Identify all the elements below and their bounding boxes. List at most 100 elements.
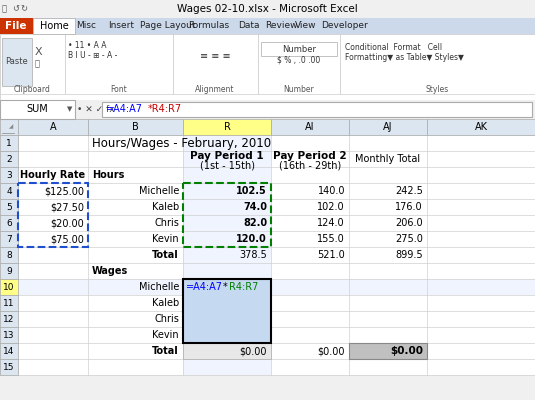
Bar <box>65 34 173 94</box>
Bar <box>0 34 535 100</box>
Bar <box>102 102 532 117</box>
Bar <box>0 167 18 183</box>
Text: R: R <box>224 122 231 132</box>
Text: Insert: Insert <box>108 22 134 30</box>
Text: AI: AI <box>305 122 315 132</box>
Bar <box>183 135 271 375</box>
Bar <box>0 183 18 199</box>
Text: 102.5: 102.5 <box>236 186 267 196</box>
Text: $0.00: $0.00 <box>390 346 423 356</box>
Text: Styles: Styles <box>425 86 449 94</box>
Bar <box>0 279 18 295</box>
Text: Home: Home <box>40 21 68 31</box>
Text: Kevin: Kevin <box>152 330 179 340</box>
Bar <box>258 34 340 94</box>
Text: Hours/Wages - February, 2010: Hours/Wages - February, 2010 <box>92 136 271 150</box>
Bar <box>18 183 88 247</box>
Text: 120.0: 120.0 <box>236 234 267 244</box>
Text: 15: 15 <box>3 362 15 372</box>
Text: (16th - 29th): (16th - 29th) <box>279 160 341 170</box>
Text: R4:R7: R4:R7 <box>229 282 258 292</box>
Bar <box>18 135 535 375</box>
Bar <box>0 100 75 119</box>
Bar <box>173 34 258 94</box>
Text: B: B <box>132 122 139 132</box>
Text: Kevin: Kevin <box>152 234 179 244</box>
Text: Chris: Chris <box>154 218 179 228</box>
Text: 12: 12 <box>3 314 14 324</box>
Text: Total: Total <box>152 346 179 356</box>
Bar <box>0 327 18 343</box>
Bar <box>0 151 18 167</box>
Text: 🖫: 🖫 <box>2 4 7 14</box>
Text: 206.0: 206.0 <box>395 218 423 228</box>
Bar <box>0 247 18 263</box>
Text: 176.0: 176.0 <box>395 202 423 212</box>
Bar <box>0 263 18 279</box>
Bar <box>261 42 337 56</box>
Text: Number: Number <box>284 86 315 94</box>
Text: $75.00: $75.00 <box>50 234 84 244</box>
Text: Hourly Rate: Hourly Rate <box>20 170 86 180</box>
Bar <box>0 135 18 151</box>
Text: 124.0: 124.0 <box>317 218 345 228</box>
Bar <box>0 199 18 215</box>
Bar <box>0 34 65 94</box>
Text: View: View <box>295 22 317 30</box>
Text: $0.00: $0.00 <box>317 346 345 356</box>
Bar <box>0 295 18 311</box>
Text: Michelle: Michelle <box>139 282 179 292</box>
Text: ↺: ↺ <box>12 4 19 14</box>
Text: AJ: AJ <box>383 122 393 132</box>
Text: 82.0: 82.0 <box>243 218 267 228</box>
Text: Conditional  Format   Cell: Conditional Format Cell <box>345 44 442 52</box>
Text: $125.00: $125.00 <box>44 186 84 196</box>
Text: X: X <box>35 47 43 57</box>
Bar <box>0 100 535 119</box>
Text: File: File <box>5 21 27 31</box>
Text: 140.0: 140.0 <box>317 186 345 196</box>
Text: 242.5: 242.5 <box>395 186 423 196</box>
Text: Misc: Misc <box>76 22 96 30</box>
Text: Michelle: Michelle <box>139 186 179 196</box>
Bar <box>183 119 271 135</box>
Text: $ % , .0 .00: $ % , .0 .00 <box>277 56 320 64</box>
Text: (1st - 15th): (1st - 15th) <box>200 160 255 170</box>
Text: 14: 14 <box>3 346 14 356</box>
Text: 521.0: 521.0 <box>317 250 345 260</box>
Text: Data: Data <box>238 22 259 30</box>
Bar <box>0 343 18 359</box>
Text: 378.5: 378.5 <box>239 250 267 260</box>
Text: ↻: ↻ <box>20 4 27 14</box>
Text: ▼: ▼ <box>67 106 72 112</box>
Text: 74.0: 74.0 <box>243 202 267 212</box>
Bar <box>427 119 535 135</box>
Text: Pay Period 2: Pay Period 2 <box>273 151 347 161</box>
Text: 📋: 📋 <box>35 60 40 68</box>
Bar <box>349 119 427 135</box>
Bar <box>0 231 18 247</box>
Text: SUM: SUM <box>26 104 48 114</box>
Text: 10: 10 <box>3 282 15 292</box>
Text: 11: 11 <box>3 298 15 308</box>
Bar <box>2 38 32 86</box>
Text: 9: 9 <box>6 266 12 276</box>
Text: Pay Period 1: Pay Period 1 <box>190 151 264 161</box>
Text: 8: 8 <box>6 250 12 260</box>
Text: 5: 5 <box>6 202 12 212</box>
Text: 4: 4 <box>6 186 12 196</box>
Text: Paste: Paste <box>6 58 28 66</box>
Text: 7: 7 <box>6 234 12 244</box>
Text: $20.00: $20.00 <box>50 218 84 228</box>
Text: *: * <box>223 282 228 292</box>
Text: Number: Number <box>282 44 316 54</box>
Text: Developer: Developer <box>321 22 368 30</box>
Text: Monthly Total: Monthly Total <box>355 154 421 164</box>
Bar <box>0 359 18 375</box>
Bar <box>271 119 349 135</box>
Text: Wages 02-10.xlsx - Microsoft Excel: Wages 02-10.xlsx - Microsoft Excel <box>177 4 357 14</box>
Bar <box>18 279 535 295</box>
Text: Formatting▼ as Table▼ Styles▼: Formatting▼ as Table▼ Styles▼ <box>345 54 464 62</box>
Text: $27.50: $27.50 <box>50 202 84 212</box>
Bar <box>18 119 88 135</box>
